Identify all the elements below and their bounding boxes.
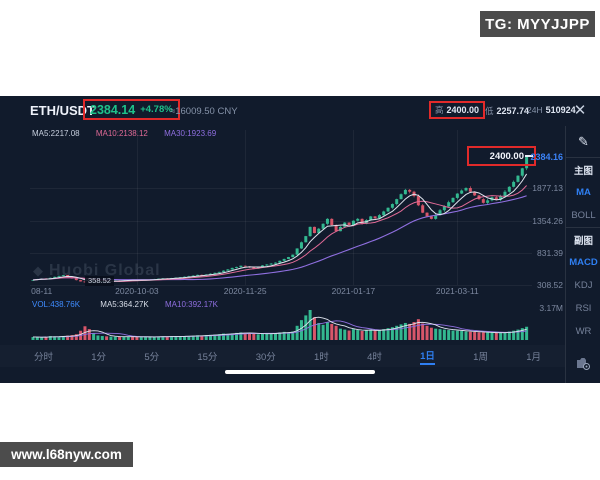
sidebar-item-boll[interactable]: BOLL [571, 210, 596, 221]
pair-title: ETH/USDT [30, 103, 95, 118]
last-price: 2384.14 [90, 102, 136, 117]
vol-label: VOL:438.76K [32, 300, 81, 309]
price-highlight-box: 2384.14 +4.78% [83, 99, 180, 120]
date-axis-label: 2020-10-03 [115, 286, 159, 296]
candlestick-chart-canvas[interactable] [0, 96, 600, 346]
home-indicator-bar [225, 370, 375, 374]
sidebar-item-kdj[interactable]: KDJ [574, 280, 593, 291]
timeframe-tab-2[interactable]: 1分 [91, 351, 107, 363]
current-price-axis-tag: 2384.16 [530, 152, 563, 162]
chart-header: ETH/USDT 2384.14 +4.78% ≈16009.50 CNY 高 … [0, 96, 600, 126]
pencil-icon: ✎ [578, 133, 589, 149]
timeframe-tab-1[interactable]: 分时 [34, 351, 54, 363]
sidebar-section-title: 主图 [573, 165, 593, 177]
volume-axis-max: 3.17M [539, 303, 563, 313]
high-24h-highlight-box: 高 2400.00 [429, 101, 486, 119]
price-axis-label: 831.39 [537, 247, 563, 258]
price-axis-label: 1354.26 [532, 215, 563, 226]
watermark-text: Huobi Global [49, 262, 161, 279]
edit-indicator-button[interactable]: ✎ [566, 126, 600, 158]
timeframe-bar: 分时 1分 5分 15分 30分 1时 4时 1日 1周 1月 [0, 345, 565, 367]
huobi-logo-icon: ◆ [33, 263, 44, 278]
volume-legend: VOL:438.76K MA5:364.27K MA10:392.17K [32, 300, 218, 309]
ma5-label: MA5:2217.08 [32, 129, 80, 138]
timeframe-tab-10[interactable]: 1月 [526, 351, 541, 363]
chart-settings-icon[interactable] [576, 357, 591, 375]
fiat-value: ≈16009.50 CNY [170, 106, 238, 117]
high-label: 高 [435, 105, 444, 115]
date-axis-label: 2021-03-11 [435, 286, 479, 296]
timeframe-tab-8[interactable]: 1日 [420, 348, 435, 365]
price-change-percent: +4.78% [140, 104, 173, 115]
tg-contact-badge: TG: MYYJJPP [480, 11, 595, 37]
date-axis-label: 2020-11-25 [223, 286, 267, 296]
indicator-sidebar: ✎ 主图 MA BOLL 副图 MACD KDJ RSI WR [565, 126, 600, 383]
target-price-highlight-box: 2400.00 [467, 146, 536, 166]
timeframe-tab-3[interactable]: 5分 [144, 351, 160, 363]
sidebar-item-wr[interactable]: WR [575, 326, 592, 337]
price-axis-label: 308.52 [537, 280, 563, 290]
target-price-pointer [525, 155, 533, 157]
low-price-callout: 358.52 [85, 276, 114, 286]
low-24h: 低 2257.74 [485, 105, 529, 117]
high-value: 2400.00 [446, 105, 480, 115]
exchange-watermark: ◆ Huobi Global [33, 262, 161, 280]
timeframe-tab-5[interactable]: 30分 [255, 351, 276, 363]
low-label: 低 [485, 106, 494, 116]
sidebar-item-ma[interactable]: MA [576, 187, 591, 198]
timeframe-tab-9[interactable]: 1周 [473, 351, 488, 363]
sidebar-item-macd[interactable]: MACD [569, 257, 598, 268]
timeframe-tab-7[interactable]: 4时 [367, 351, 382, 363]
sidebar-item-rsi[interactable]: RSI [575, 303, 592, 314]
date-axis-label: 2021-01-17 [331, 286, 376, 296]
timeframe-tab-4[interactable]: 15分 [197, 351, 218, 363]
ma10-label: MA10:2138.12 [95, 129, 148, 138]
vol-ma10-label: MA10:392.17K [165, 300, 218, 309]
vol-ma5-label: MA5:364.27K [100, 300, 149, 309]
close-icon[interactable]: ✕ [573, 102, 587, 119]
target-price-label: 2400.00 [489, 150, 524, 162]
timeframe-tab-6[interactable]: 1时 [314, 351, 329, 363]
website-badge: www.l68nyw.com [0, 442, 133, 467]
date-axis-label: 08-11 [31, 286, 53, 296]
ma30-label: MA30:1923.69 [164, 129, 217, 138]
period-label: 24H [527, 105, 543, 115]
volume-value: 510924 [545, 105, 576, 115]
volume-24h: 24H 510924 [527, 105, 576, 115]
sidebar-section-title: 副图 [573, 235, 593, 247]
price-axis-label: 1877.13 [532, 183, 563, 194]
trading-panel: ETH/USDT 2384.14 +4.78% ≈16009.50 CNY 高 … [0, 96, 600, 383]
low-value: 2257.74 [496, 106, 530, 116]
ma-legend: MA5:2217.08 MA10:2138.12 MA30:1923.69 [32, 129, 216, 138]
